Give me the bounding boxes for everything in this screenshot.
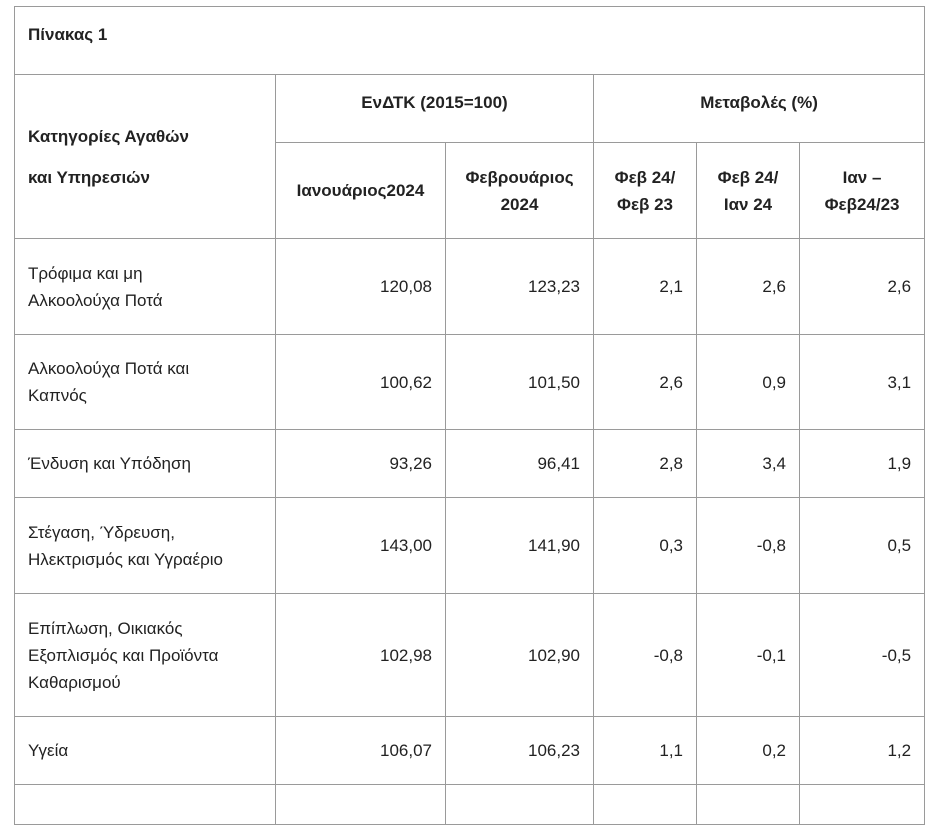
cell-empty	[696, 784, 800, 825]
row-label: Υγεία	[14, 716, 276, 785]
cell-feb24-feb23: 2,6	[593, 334, 697, 430]
header-line: Φεβ 23	[616, 194, 674, 214]
cell-feb-2024: 106,23	[445, 716, 594, 785]
header-line: Φεβ 24/	[717, 167, 779, 187]
cell-feb24-jan24: -0,8	[696, 497, 800, 594]
table-row: Τρόφιμα και μη Αλκοολούχα Ποτά 120,08 12…	[14, 238, 926, 335]
index-group-header: ΕνΔΤΚ (2015=100)	[275, 74, 594, 143]
label-line: Καπνός	[28, 386, 87, 405]
table-title: Πίνακας 1	[13, 6, 926, 75]
cell-feb24-jan24: 2,6	[696, 238, 800, 335]
label-line: Υγεία	[28, 741, 69, 760]
col-header-jan-feb-24-23: Ιαν – Φεβ24/23	[798, 142, 926, 239]
category-header-line: Κατηγορίες Αγαθών	[28, 126, 189, 146]
cell-jan-2024: 93,26	[275, 429, 446, 498]
label-line: Στέγαση, Ύδρευση,	[28, 522, 175, 542]
col-header-feb-2024: Φεβρουάριος 2024	[445, 142, 594, 239]
row-label: Αλκοολούχα Ποτά και Καπνός	[14, 334, 276, 430]
header-row-2: Ιανουάριος2024 Φεβρουάριος 2024 Φεβ 24/ …	[15, 142, 926, 239]
table-container: Πίνακας 1 Κατηγορίες Αγαθών και Υπηρεσιώ…	[13, 6, 926, 825]
cell-empty	[798, 784, 926, 825]
row-label	[14, 784, 276, 825]
cell-jan-feb-24-23: 1,2	[798, 716, 926, 785]
cell-feb-2024: 141,90	[445, 497, 594, 594]
label-line: Αλκοολούχα Ποτά	[28, 290, 163, 310]
col-header-jan-2024: Ιανουάριος2024	[275, 142, 446, 239]
cell-feb-2024: 101,50	[445, 334, 594, 430]
header-line: 2024	[500, 194, 539, 214]
table-row-partial	[14, 784, 926, 825]
row-label: Στέγαση, Ύδρευση, Ηλεκτρισμός και Υγραέρ…	[14, 497, 276, 594]
cell-jan-feb-24-23: 1,9	[798, 429, 926, 498]
label-line: Επίπλωση, Οικιακός	[28, 618, 183, 638]
row-label: Τρόφιμα και μη Αλκοολούχα Ποτά	[14, 238, 276, 335]
cpi-table: Πίνακας 1 Κατηγορίες Αγαθών και Υπηρεσιώ…	[13, 6, 926, 825]
table-row: Στέγαση, Ύδρευση, Ηλεκτρισμός και Υγραέρ…	[14, 497, 926, 594]
label-line: Εξοπλισμός και Προϊόντα	[28, 645, 219, 665]
cell-feb24-feb23: 0,3	[593, 497, 697, 594]
cell-feb-2024: 102,90	[445, 593, 594, 717]
col-header-feb24-jan24: Φεβ 24/ Ιαν 24	[696, 142, 800, 239]
header-line: Ιαν –	[842, 167, 882, 187]
cell-feb-2024: 96,41	[445, 429, 594, 498]
cell-jan-2024: 120,08	[275, 238, 446, 335]
cell-jan-feb-24-23: 3,1	[798, 334, 926, 430]
change-group-header: Μεταβολές (%)	[592, 74, 926, 143]
cell-empty	[275, 784, 446, 825]
cell-feb24-feb23: -0,8	[593, 593, 697, 717]
header-line: Φεβρουάριος	[465, 167, 574, 187]
cell-jan-feb-24-23: -0,5	[798, 593, 926, 717]
cell-feb24-feb23: 1,1	[593, 716, 697, 785]
col-header-feb24-feb23: Φεβ 24/ Φεβ 23	[593, 142, 697, 239]
label-line: Καθαρισμού	[28, 672, 121, 692]
header-line: Ιανουάριος2024	[296, 181, 425, 200]
header-line: Φεβ24/23	[824, 194, 900, 214]
table-row: Αλκοολούχα Ποτά και Καπνός 100,62 101,50…	[14, 334, 926, 430]
cell-jan-2024: 106,07	[275, 716, 446, 785]
label-line: Τρόφιμα και μη	[28, 263, 143, 283]
label-line: Ένδυση και Υπόδηση	[28, 454, 191, 473]
cell-jan-2024: 102,98	[275, 593, 446, 717]
table-row: Ένδυση και Υπόδηση 93,26 96,41 2,8 3,4 1…	[14, 429, 926, 498]
cell-jan-2024: 100,62	[275, 334, 446, 430]
header-line: Ιαν 24	[723, 194, 773, 214]
row-label: Ένδυση και Υπόδηση	[14, 429, 276, 498]
label-line: Ηλεκτρισμός και Υγραέριο	[28, 549, 223, 569]
title-row: Πίνακας 1	[13, 6, 926, 75]
row-label: Επίπλωση, Οικιακός Εξοπλισμός και Προϊόν…	[14, 593, 276, 717]
table-row: Επίπλωση, Οικιακός Εξοπλισμός και Προϊόν…	[14, 593, 926, 717]
cell-jan-2024: 143,00	[275, 497, 446, 594]
header-row-1: Κατηγορίες Αγαθών και Υπηρεσιών ΕνΔΤΚ (2…	[14, 74, 926, 239]
cell-feb24-feb23: 2,8	[593, 429, 697, 498]
cell-jan-feb-24-23: 0,5	[798, 497, 926, 594]
cell-empty	[445, 784, 594, 825]
label-line: Αλκοολούχα Ποτά και	[28, 359, 190, 378]
cell-feb24-jan24: -0,1	[696, 593, 800, 717]
header-line: Φεβ 24/	[614, 167, 676, 187]
cell-jan-feb-24-23: 2,6	[798, 238, 926, 335]
table-row: Υγεία 106,07 106,23 1,1 0,2 1,2	[14, 716, 926, 785]
cell-feb-2024: 123,23	[445, 238, 594, 335]
category-header-line: και Υπηρεσιών	[28, 167, 150, 187]
cell-feb24-jan24: 0,2	[696, 716, 800, 785]
cell-feb24-jan24: 3,4	[696, 429, 800, 498]
category-header: Κατηγορίες Αγαθών και Υπηρεσιών	[14, 74, 276, 239]
cell-empty	[593, 784, 697, 825]
cell-feb24-feb23: 2,1	[593, 238, 697, 335]
cell-feb24-jan24: 0,9	[696, 334, 800, 430]
